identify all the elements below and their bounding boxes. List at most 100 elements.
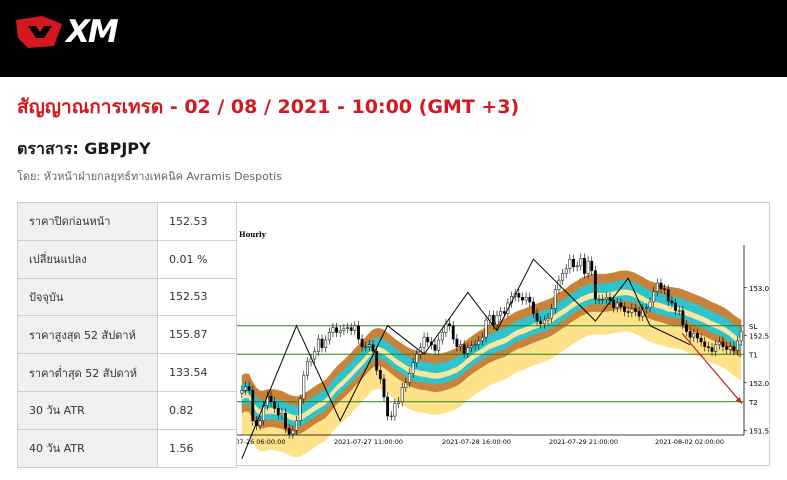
candle-up — [422, 336, 426, 348]
candle-up — [717, 341, 721, 345]
stat-label: ราคาปิดก่อนหน้า — [17, 202, 158, 241]
stat-label: เปลี่ยนแปลง — [17, 239, 158, 279]
candle-down — [710, 347, 714, 352]
candle-down — [349, 327, 353, 331]
candle-up — [477, 340, 481, 345]
candle-up — [367, 344, 371, 347]
candle-up — [542, 319, 546, 325]
candle-down — [637, 311, 641, 317]
candle-up — [258, 420, 262, 426]
candle-up — [736, 340, 739, 351]
candle-down — [284, 412, 287, 429]
candle-down — [685, 324, 688, 332]
stats-row: 40 วัน ATR 1.56 — [17, 428, 237, 468]
stat-value: 0.01 % — [157, 239, 237, 279]
stats-table: ราคาปิดก่อนหน้า 152.53 เปลี่ยนแปลง 0.01 … — [17, 202, 237, 468]
candle-up — [648, 301, 652, 308]
candle-up — [244, 386, 247, 391]
stat-value: 152.53 — [157, 277, 237, 317]
candle-up — [397, 401, 400, 404]
candle-down — [320, 338, 324, 348]
candle-down — [619, 302, 623, 307]
candle-up — [291, 430, 295, 435]
candle-down — [528, 297, 532, 303]
candle-up — [579, 258, 583, 267]
candle-up — [553, 289, 557, 309]
candle-down — [247, 386, 251, 391]
candle-up — [437, 339, 441, 351]
candle-up — [524, 297, 528, 301]
candle-down — [276, 408, 280, 416]
candle-up — [480, 336, 484, 342]
candle-up — [400, 387, 404, 402]
level-label-t1: T1 — [748, 351, 758, 359]
candle-down — [663, 288, 667, 290]
candle-up — [316, 338, 320, 352]
y-tick-label: 151.50 — [749, 427, 770, 435]
x-tick-label: 2021-08-02 02:00:00 — [655, 438, 724, 446]
stat-label: ปัจจุบัน — [17, 277, 158, 317]
stat-label: ราคาต่ำสุด 52 สัปดาห์ — [17, 353, 158, 392]
candle-up — [404, 382, 408, 388]
candle-up — [550, 308, 554, 319]
candle-down — [517, 293, 521, 298]
candle-down — [426, 336, 430, 343]
candle-down — [455, 338, 459, 347]
candle-up — [484, 319, 488, 338]
band-outer-lower — [241, 308, 742, 458]
candle-down — [732, 346, 736, 351]
candle-up — [364, 346, 368, 348]
projection-arrow-head — [735, 397, 742, 404]
candle-up — [546, 317, 550, 321]
candle-down — [335, 327, 339, 333]
candle-down — [593, 270, 597, 300]
stats-row: ราคาต่ำสุด 52 สัปดาห์ 133.54 — [17, 353, 237, 392]
candle-up — [575, 265, 579, 268]
candle-down — [681, 310, 685, 326]
candle-down — [721, 341, 725, 347]
stat-label: 30 วัน ATR — [17, 390, 158, 430]
stat-value: 155.87 — [157, 315, 237, 355]
x-tick-label: 2021-07-28 16:00:00 — [442, 438, 511, 446]
candle-up — [302, 374, 306, 400]
candle-up — [714, 344, 718, 352]
candle-down — [608, 297, 612, 301]
candle-down — [451, 325, 455, 340]
candle-up — [586, 260, 590, 274]
candle-down — [531, 301, 535, 314]
candle-up — [655, 282, 659, 292]
stat-label: ราคาสูงสุด 52 สัปดาห์ — [17, 315, 158, 355]
candle-up — [564, 268, 568, 274]
author-byline: โดย: หัวหน้าฝ่ายกลยุทธ์ทางเทคนิค Avramis… — [17, 170, 282, 183]
candle-down — [378, 370, 382, 380]
candle-up — [440, 332, 444, 341]
candle-down — [626, 311, 630, 313]
candle-down — [670, 300, 674, 304]
candle-up — [393, 403, 397, 417]
candle-down — [572, 259, 575, 268]
candle-down — [462, 344, 466, 354]
candle-down — [583, 258, 586, 274]
candle-up — [324, 339, 328, 348]
candle-down — [371, 344, 375, 352]
candle-down — [386, 396, 390, 417]
candle-up — [728, 346, 732, 350]
xm-logo[interactable]: XM — [14, 14, 119, 50]
xm-logo-icon — [16, 16, 62, 48]
candle-up — [739, 331, 743, 342]
candle-up — [495, 315, 499, 326]
candle-down — [703, 341, 707, 347]
stat-value: 0.82 — [157, 390, 237, 430]
candle-down — [706, 346, 710, 348]
y-tick-label: 153.00 — [749, 285, 770, 293]
candle-up — [280, 412, 284, 416]
level-label-t2: T2 — [748, 399, 758, 407]
timeframe-label: Hourly — [239, 230, 267, 239]
candle-up — [408, 373, 411, 383]
candle-up — [630, 308, 634, 313]
candle-up — [615, 302, 619, 308]
candle-down — [502, 311, 506, 314]
projection-arrow-line — [681, 332, 743, 405]
candle-down — [433, 344, 437, 351]
candle-up — [295, 420, 298, 431]
